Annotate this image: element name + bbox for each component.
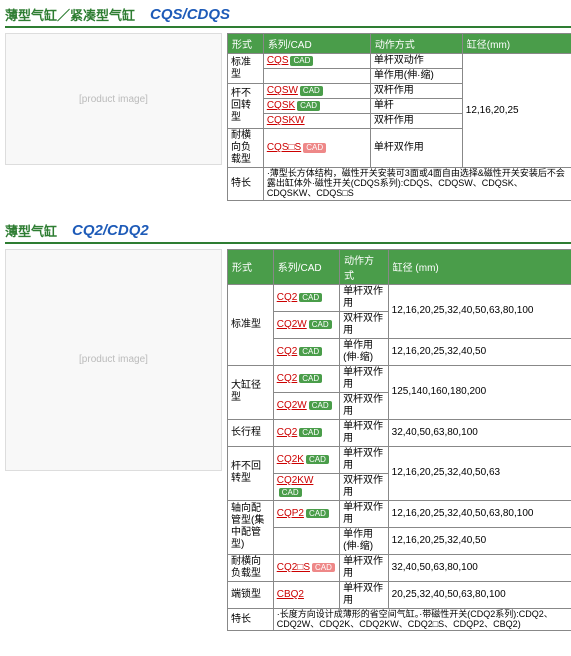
form-cell: 标准型	[228, 54, 264, 84]
series-link[interactable]: CQ2	[277, 427, 298, 438]
bore-cell: 32,40,50,63,80,100	[388, 419, 571, 446]
series-link[interactable]: CQSK	[267, 100, 295, 111]
cad-icon[interactable]: CAD	[309, 320, 332, 330]
form-cell: 耐横向负载型	[228, 129, 264, 168]
bore-cell: 12,16,20,25,32,40,50	[388, 338, 571, 365]
action-cell: 单杆双作用	[340, 554, 389, 581]
cad-icon[interactable]: CAD	[299, 428, 322, 438]
col-action: 动作方式	[370, 34, 462, 54]
series-link[interactable]: CQ2W	[277, 319, 307, 330]
action-cell: 双杆作用	[370, 114, 462, 129]
action-cell: 双杆双作用	[340, 392, 389, 419]
action-cell: 单杆双作用	[340, 446, 389, 473]
action-cell: 单杆双作用	[340, 284, 389, 311]
bore-cell: 12,16,20,25,32,40,50	[388, 527, 571, 554]
bore-cell: 125,140,160,180,200	[388, 365, 571, 419]
form-cell: 轴向配管型(集中配管型)	[228, 500, 274, 554]
series-link[interactable]: CQ2W	[277, 400, 307, 411]
cad-icon[interactable]: CAD	[299, 347, 322, 357]
col-form: 形式	[228, 34, 264, 54]
form-cell: 杆不回转型	[228, 84, 264, 129]
action-cell: 单杆双作用	[340, 500, 389, 527]
feature-text: ·长度方向设计成薄形的省空间气缸。·带磁性开关(CDQ2系列):CDQ2、CDQ…	[273, 608, 571, 631]
cad-icon[interactable]: CAD	[290, 56, 313, 66]
action-cell: 单杆双作用	[340, 419, 389, 446]
action-cell: 单作用(伸·缩)	[340, 527, 389, 554]
action-cell: 单杆双作用	[370, 129, 462, 168]
bore-cell: 12,16,20,25,32,40,50,63,80,100	[388, 284, 571, 338]
series-link[interactable]: CQ2KW	[277, 475, 314, 486]
cad-icon[interactable]: CAD	[279, 488, 302, 498]
spec-table-1: 形式 系列/CAD 动作方式 缸径(mm) 标准型 CQSCAD 单杆双动作 1…	[227, 33, 571, 201]
product-image-2: [product image]	[5, 249, 222, 471]
form-cell: 端锁型	[228, 581, 274, 608]
action-cell: 单杆双作用	[340, 581, 389, 608]
form-cell: 杆不回转型	[228, 446, 274, 500]
bore-cell: 12,16,20,25	[462, 54, 571, 168]
action-cell: 单作用(伸·缩)	[370, 69, 462, 84]
form-cell: 大缸径型	[228, 365, 274, 419]
action-cell: 单杆双动作	[370, 54, 462, 69]
spec-table-2: 形式 系列/CAD 动作方式 缸径 (mm) 标准型 CQ2CAD 单杆双作用 …	[227, 249, 571, 632]
series-link[interactable]: CQ2□S	[277, 562, 310, 573]
cad-icon[interactable]: CAD	[306, 509, 329, 519]
section1-title: 薄型气缸／紧凑型气缸	[5, 5, 135, 24]
cad-icon[interactable]: CAD	[299, 374, 322, 384]
cad-icon[interactable]: CAD	[312, 563, 335, 573]
col-bore: 缸径 (mm)	[388, 249, 571, 284]
feature-label: 特长	[228, 168, 264, 201]
action-cell: 双杆双作用	[340, 311, 389, 338]
bore-cell: 32,40,50,63,80,100	[388, 554, 571, 581]
product-image-1: [product image]	[5, 33, 222, 165]
feature-text: ·薄型长方体结构，磁性开关安装可3面或4面自由选择&磁性开关安装后不会露出缸体外…	[263, 168, 571, 201]
cad-icon[interactable]: CAD	[309, 401, 332, 411]
action-cell: 双杆作用	[370, 84, 462, 99]
series-link[interactable]: CQSW	[267, 85, 298, 96]
form-cell: 长行程	[228, 419, 274, 446]
series-link[interactable]: CQS	[267, 55, 289, 66]
bore-cell: 12,16,20,25,32,40,50,63,80,100	[388, 500, 571, 527]
section2-title: 薄型气缸	[5, 221, 57, 240]
form-cell: 耐横向负载型	[228, 554, 274, 581]
cad-icon[interactable]: CAD	[303, 143, 326, 153]
col-form: 形式	[228, 249, 274, 284]
series-link[interactable]: CQ2	[277, 346, 298, 357]
series-link[interactable]: CBQ2	[277, 589, 304, 600]
cad-icon[interactable]: CAD	[297, 101, 320, 111]
feature-label: 特长	[228, 608, 274, 631]
series-link[interactable]: CQ2	[277, 373, 298, 384]
series-link[interactable]: CQS□S	[267, 142, 301, 153]
form-cell: 标准型	[228, 284, 274, 365]
bore-cell: 12,16,20,25,32,40,50,63	[388, 446, 571, 500]
col-bore: 缸径(mm)	[462, 34, 571, 54]
section2-model: CQ2/CDQ2	[72, 222, 149, 239]
cad-icon[interactable]: CAD	[300, 86, 323, 96]
series-link[interactable]: CQSKW	[267, 115, 305, 126]
cad-icon[interactable]: CAD	[306, 455, 329, 465]
series-link[interactable]: CQ2K	[277, 454, 304, 465]
col-series: 系列/CAD	[273, 249, 339, 284]
section1-model: CQS/CDQS	[150, 6, 230, 23]
action-cell: 单作用(伸·缩)	[340, 338, 389, 365]
series-link[interactable]: CQ2	[277, 292, 298, 303]
action-cell: 单杆双作用	[340, 365, 389, 392]
bore-cell: 20,25,32,40,50,63,80,100	[388, 581, 571, 608]
series-cell: CQSCAD	[263, 54, 370, 69]
col-action: 动作方式	[340, 249, 389, 284]
action-cell: 双杆双作用	[340, 473, 389, 500]
action-cell: 单杆	[370, 99, 462, 114]
cad-icon[interactable]: CAD	[299, 293, 322, 303]
series-link[interactable]: CQP2	[277, 508, 304, 519]
col-series: 系列/CAD	[263, 34, 370, 54]
